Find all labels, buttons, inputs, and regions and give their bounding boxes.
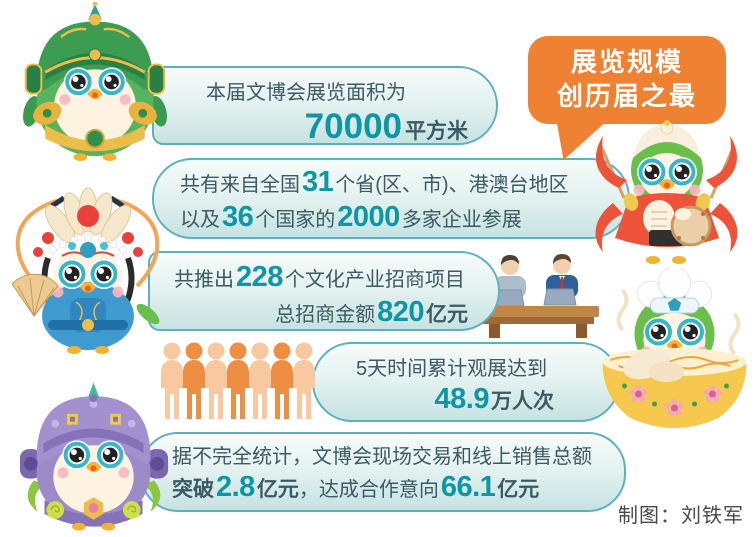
banner-text: 多家企业参展: [401, 209, 522, 231]
robot-owl-mascot: [19, 382, 169, 531]
banner-text: ，达成合作意向: [298, 479, 439, 501]
banner-line: 总招商金额 820 亿元: [150, 296, 498, 329]
banner-line: 共有来自全国 31 个省(区、市)、港澳台地区: [154, 166, 628, 199]
banner-text: 据不完全统计，文博会现场交易和线上销售总额: [172, 446, 592, 468]
banner-text: 共有来自全国: [180, 174, 300, 196]
banner-exhibition-area: 本届文博会展览面积为 70000 平方米: [152, 66, 498, 147]
banner-line: 本届文博会展览面积为: [154, 76, 496, 105]
stat-number: 228: [236, 261, 283, 293]
banner-line: 突破 2.8 亿元 ，达成合作意向 66.1 亿元: [142, 471, 624, 504]
stat-unit: 平方米: [405, 120, 468, 143]
banner-text: 共推出: [174, 269, 234, 291]
bowl-flower: [665, 399, 684, 416]
stat-unit: 亿元: [497, 478, 540, 501]
drummer-owl-mascot: [595, 120, 738, 264]
stat-unit: 突破: [172, 478, 214, 501]
chef-owl-in-bowl-mascot: [602, 268, 747, 428]
stat-number: 66.1: [440, 471, 496, 503]
banner-sales: 据不完全统计，文博会现场交易和线上销售总额 突破 2.8 亿元 ，达成合作意向 66.1 亿…: [140, 432, 626, 512]
credit-label: 制图：刘铁军: [618, 505, 744, 527]
banner-text: 个文化产业招商项目: [284, 269, 465, 291]
banner-text: 本届文博会展览面积为: [206, 82, 406, 104]
banner-text: 总招商金额: [275, 304, 376, 326]
banner-line: 48.9 万人次: [314, 383, 618, 416]
banner-text: 个省(区、市)、港澳台地区: [335, 174, 569, 196]
stat-unit: 万人次: [491, 390, 554, 413]
banner-text: 5天时间累计观展达到: [356, 358, 548, 380]
banner-investment-projects: 共推出 228 个文化产业招商项目 总招商金额 820 亿元: [148, 251, 500, 331]
banner-text: 以及: [180, 209, 220, 231]
stat-number: 70000: [304, 107, 402, 146]
stat-unit: 亿元: [426, 303, 468, 326]
badge-line: 展览规模: [570, 47, 683, 78]
stat-number: 31: [302, 166, 334, 198]
banner-participants: 共有来自全国 31 个省(区、市)、港澳台地区 以及 36 个国家的 2000 多家企业参展: [152, 158, 630, 239]
bowl-flower: [703, 385, 722, 402]
stat-number: 2.8: [216, 471, 255, 503]
banner-line: 5天时间累计观展达到: [314, 352, 618, 381]
banner-line: 据不完全统计，文博会现场交易和线上销售总额: [142, 440, 624, 469]
bowl-flower: [629, 385, 648, 402]
warrior-owl-mascot: [23, 2, 167, 162]
banner-line: 共推出 228 个文化产业招商项目: [150, 261, 498, 294]
stat-number: 2000: [337, 201, 400, 233]
stat-number: 48.9: [434, 383, 490, 415]
stat-number: 820: [377, 296, 424, 328]
banner-line: 以及 36 个国家的 2000 多家企业参展: [154, 201, 628, 234]
banner-visitors: 5天时间累计观展达到 48.9 万人次: [312, 342, 620, 422]
stat-unit: 亿元: [256, 478, 299, 501]
opera-owl-mascot: [11, 187, 160, 354]
negotiation-desk-icon: [477, 254, 599, 338]
visitor-crowd-icon: [161, 342, 315, 419]
stat-number: 36: [222, 201, 254, 233]
speech-bubble-badge: 展览规模 创历届之最: [528, 36, 726, 124]
banner-text: 个国家的: [255, 209, 336, 231]
banner-line: 70000 平方米: [154, 107, 496, 147]
badge-line: 创历届之最: [556, 81, 697, 111]
